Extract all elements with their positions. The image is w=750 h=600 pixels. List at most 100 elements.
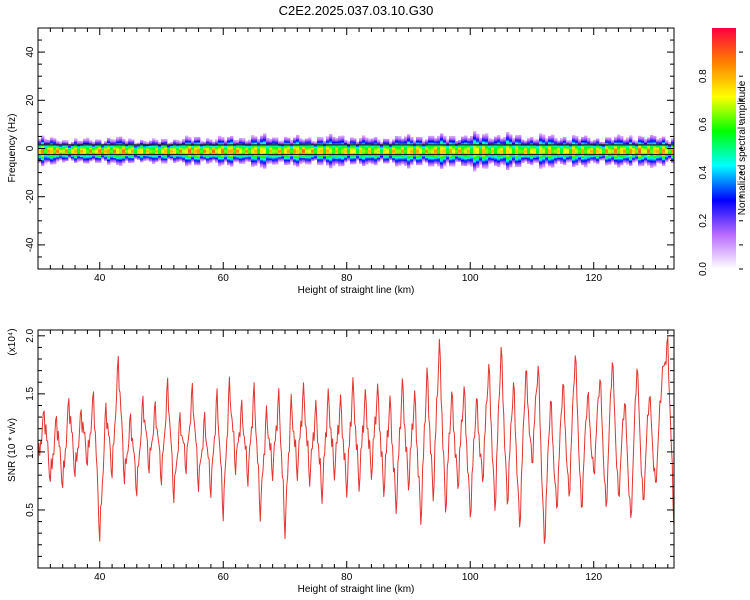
spectrogram-cell (632, 145, 636, 147)
spectrogram-cell (566, 157, 570, 159)
spectrogram-cell (203, 146, 207, 149)
spectrogram-cell (107, 140, 111, 142)
spectrogram-cell (335, 151, 339, 153)
spectrogram-cell (515, 147, 519, 149)
spectrogram-cell (194, 141, 198, 144)
spectrogram-cell (326, 161, 330, 164)
spectrogram-cell (617, 135, 621, 138)
spectrogram-cell (65, 148, 69, 151)
spectrogram-cell (272, 158, 276, 160)
spectrogram-cell (566, 147, 570, 150)
spectrogram-cell (38, 150, 42, 152)
spectrogram-cell (455, 153, 459, 155)
spectrogram-cell (173, 143, 177, 145)
spectrogram-cell (149, 156, 153, 159)
spectrogram-cell (599, 145, 603, 148)
spectrogram-cell (614, 147, 618, 150)
spectrogram-cell (200, 140, 204, 143)
spectrogram-cell (119, 141, 123, 144)
spectrogram-cell (299, 156, 303, 158)
spectrogram-cell (545, 162, 549, 164)
spectrogram-cell (170, 151, 174, 154)
spectrogram-cell (509, 152, 513, 155)
spectrogram-cell (527, 143, 531, 145)
spectrogram-cell (332, 159, 336, 162)
spectrogram-cell (527, 150, 531, 152)
spectrogram-cell (314, 147, 318, 150)
spectrogram-cell (641, 142, 645, 145)
spectrogram-cell (191, 156, 195, 158)
spectrogram-cell (332, 164, 336, 167)
spectrogram-cell (371, 151, 375, 154)
spectrogram-cell (212, 150, 216, 152)
spectrogram-cell (350, 142, 354, 144)
spectrogram-cell (554, 151, 558, 154)
spectrogram-cell (191, 155, 195, 157)
spectrogram-cell (581, 155, 585, 157)
spectrogram-cell (476, 166, 480, 169)
spectrogram-cell (107, 145, 111, 147)
spectrogram-cell (83, 152, 87, 154)
spectrogram-cell (227, 150, 231, 153)
spectrogram-cell (344, 151, 348, 153)
spectrogram-cell (179, 144, 183, 147)
spectrogram-cell (143, 154, 147, 156)
spectrogram-cell (239, 159, 243, 162)
spectrogram-cell (119, 161, 123, 164)
spectrogram-cell (371, 161, 375, 163)
spectrogram-cell (476, 138, 480, 141)
spectrogram-cell (365, 154, 369, 157)
spectrogram-cell (224, 151, 228, 154)
spectrogram-cell (236, 160, 240, 163)
spectrogram-cell (296, 149, 300, 151)
spectrogram-cell (545, 158, 549, 161)
spectrogram-cell (503, 163, 507, 166)
spectrogram-cell (401, 156, 405, 159)
spectrogram-cell (665, 141, 669, 143)
spectrogram-cell (608, 158, 612, 160)
spectrogram-cell (467, 162, 471, 164)
spectrogram-cell (326, 138, 330, 141)
spectrogram-cell (662, 145, 666, 147)
spectrogram-cell (230, 147, 234, 149)
spectrogram-cell (140, 150, 144, 153)
spectrogram-cell (533, 147, 537, 150)
spectrogram-cell (200, 145, 204, 148)
spectrogram-cell (224, 158, 228, 161)
spectrogram-cell (254, 164, 258, 166)
spectrogram-cell (539, 149, 543, 151)
spectrogram-cell (269, 145, 273, 147)
spectrogram-cell (269, 142, 273, 145)
spectrogram-cell (485, 148, 489, 151)
spectrogram-cell (548, 156, 552, 158)
spectrogram-cell (77, 158, 81, 161)
spectrogram-cell (236, 142, 240, 145)
spectrogram-cell (221, 157, 225, 160)
spectrogram-cell (281, 150, 285, 152)
spectrogram-cell (311, 157, 315, 159)
spectrogram-cell (314, 157, 318, 159)
spectrogram-cell (212, 149, 216, 151)
spectrogram-cell (368, 149, 372, 152)
spectrogram-cell (419, 140, 423, 143)
spectrogram-cell (200, 147, 204, 150)
spectrogram-cell (467, 150, 471, 152)
spectrogram-cell (593, 143, 597, 146)
spectrogram-cell (638, 164, 642, 167)
spectrogram-cell (515, 146, 519, 148)
spectrogram-cell (83, 161, 87, 164)
spectrogram-cell (620, 151, 624, 154)
spectrogram-cell (617, 145, 621, 148)
spectrogram-cell (659, 154, 663, 157)
spectrogram-cell (248, 159, 252, 161)
spectrogram-cell (647, 160, 651, 163)
spectrogram-cell (368, 139, 372, 142)
spectrogram-cell (239, 137, 243, 140)
spectrogram-cell (425, 143, 429, 145)
spectrogram-cell (569, 151, 573, 153)
spectrogram-cell (77, 149, 81, 151)
spectrogram-cell (473, 142, 477, 144)
spectrogram-cell (584, 150, 588, 152)
spectrogram-cell (545, 151, 549, 154)
spectrogram-cell (671, 139, 675, 142)
